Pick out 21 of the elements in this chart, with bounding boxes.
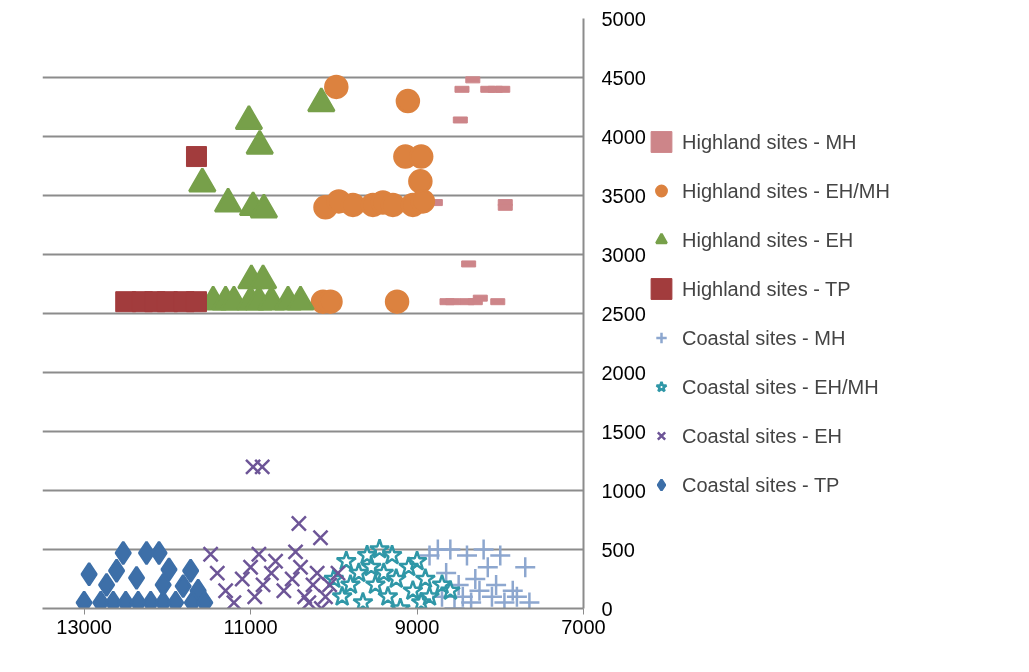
legend-label: Highland sites - EH/MH [682,179,890,202]
y-tick-label: 500 [601,538,635,561]
x-tick-label: 11000 [223,615,278,638]
legend-label: Highland sites - MH [682,130,857,153]
legend-label: Coastal sites - TP [682,473,840,496]
x-tick-label: 9000 [394,615,440,638]
legend-label: Coastal sites - EH/MH [682,375,879,398]
y-tick-label: 1000 [601,479,646,502]
y-tick-label: 4500 [601,66,646,89]
y-tick-label: 2500 [601,302,646,325]
legend-label: Highland sites - TP [682,277,851,300]
y-tick-label: 1500 [601,420,646,443]
y-tick-label: 5000 [601,7,646,30]
legend-label: Coastal sites - MH [682,326,846,349]
legend-label: Coastal sites - EH [682,424,843,447]
x-tick-label: 13000 [56,615,112,638]
y-tick-label: 3500 [601,184,646,207]
y-tick-label: 3000 [601,243,646,266]
legend-label: Highland sites - EH [682,228,854,251]
y-tick-label: 4000 [601,125,646,148]
y-tick-label: 2000 [601,361,646,384]
